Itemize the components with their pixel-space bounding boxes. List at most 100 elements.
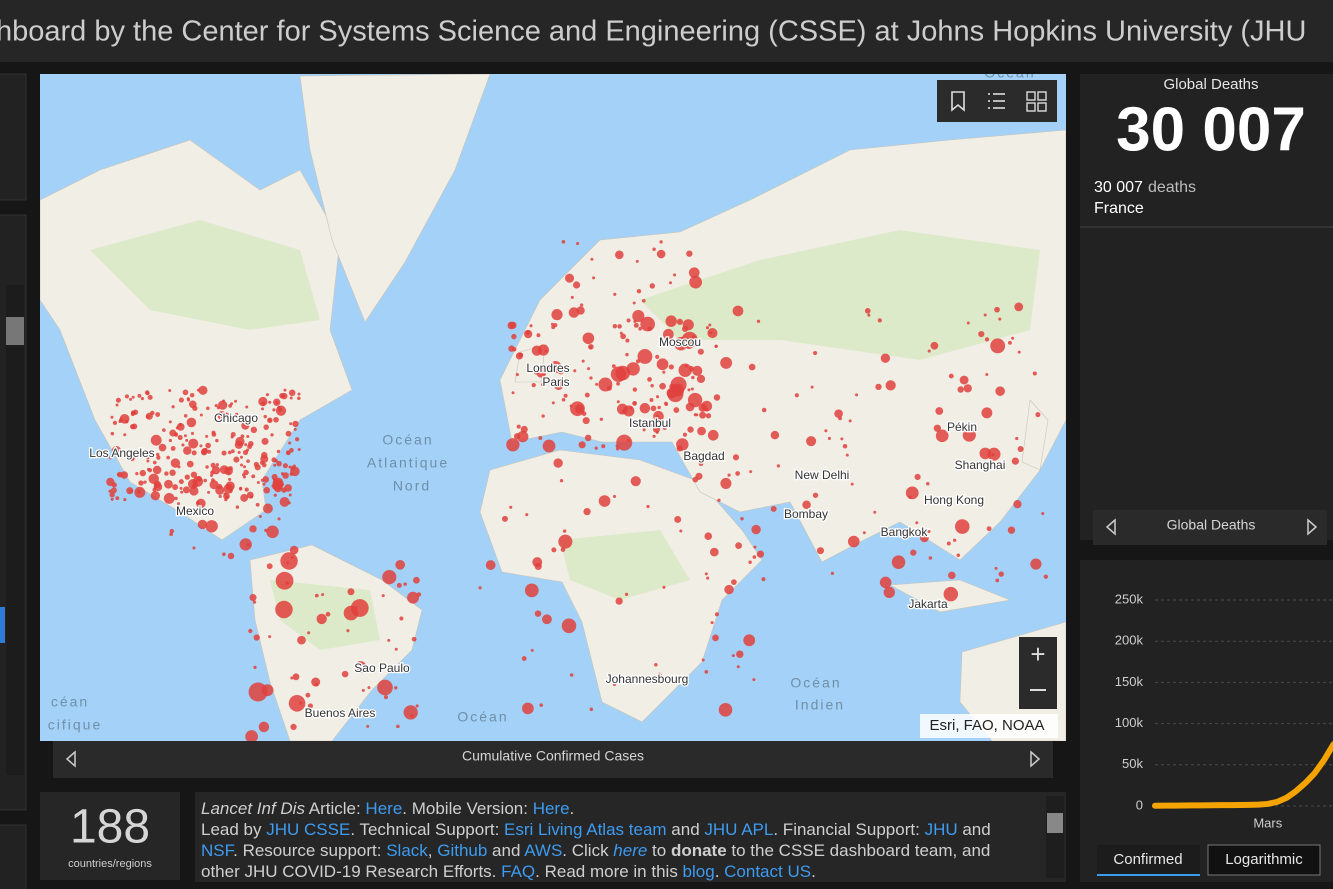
link[interactable]: blog xyxy=(682,862,715,881)
place-label: Hong Kong xyxy=(924,493,984,507)
case-dot xyxy=(140,397,144,401)
legend-button[interactable] xyxy=(988,93,1005,109)
case-dot xyxy=(959,375,969,385)
scrollbar xyxy=(1046,796,1064,878)
case-dot xyxy=(169,532,173,537)
case-dot xyxy=(656,249,666,259)
case-dot xyxy=(272,486,276,490)
case-dot xyxy=(541,383,545,387)
case-dot xyxy=(957,386,964,393)
case-dot xyxy=(110,415,114,419)
case-dot xyxy=(153,482,163,492)
case-dot xyxy=(218,494,222,498)
case-dot xyxy=(813,350,818,356)
basemap-button[interactable] xyxy=(1026,91,1047,112)
case-dot xyxy=(580,303,584,307)
case-dot xyxy=(933,424,941,432)
link[interactable]: AWS xyxy=(524,841,563,860)
case-dot xyxy=(572,281,581,289)
case-dot xyxy=(192,546,196,550)
case-dot xyxy=(740,517,744,521)
case-dot xyxy=(174,496,178,501)
tab-label[interactable]: Confirmed xyxy=(1113,851,1182,868)
case-dot xyxy=(845,453,849,457)
link[interactable]: here xyxy=(613,841,648,860)
case-dot xyxy=(707,429,719,441)
tab-label[interactable]: Logarithmic xyxy=(1225,851,1303,868)
case-dot xyxy=(531,383,536,388)
case-dot xyxy=(396,582,402,588)
link[interactable]: Github xyxy=(437,841,488,860)
place-label: Océan xyxy=(984,65,1035,81)
case-dot xyxy=(256,480,260,484)
case-dot xyxy=(827,436,832,441)
case-dot xyxy=(275,600,293,619)
case-dot xyxy=(684,364,689,368)
case-dot xyxy=(150,434,162,446)
line xyxy=(1152,741,1333,809)
case-dot xyxy=(110,497,114,501)
case-dot xyxy=(169,528,175,534)
case-dot xyxy=(279,496,290,507)
link[interactable]: Here xyxy=(532,799,570,818)
scroll-thumb[interactable] xyxy=(1047,813,1063,833)
link[interactable]: JHU xyxy=(924,820,958,839)
case-dot xyxy=(594,446,598,450)
case-dot xyxy=(662,585,666,589)
case-dot xyxy=(207,490,211,494)
case-dot xyxy=(182,486,190,494)
next-button[interactable] xyxy=(1307,518,1318,536)
text: and xyxy=(487,841,525,860)
case-dot xyxy=(732,454,740,461)
case-dot xyxy=(506,438,520,452)
case-dot xyxy=(239,463,243,467)
case-dot xyxy=(191,450,197,456)
link[interactable]: JHU CSSE xyxy=(266,820,351,839)
case-dot xyxy=(707,328,718,339)
case-dot xyxy=(674,515,682,523)
case-dot xyxy=(919,533,929,543)
case-dot xyxy=(615,365,631,381)
case-dot xyxy=(289,422,293,426)
case-dot xyxy=(626,318,631,323)
case-dot xyxy=(1011,336,1015,340)
tab[interactable] xyxy=(1097,845,1200,875)
case-dot xyxy=(1041,511,1045,516)
case-dot xyxy=(134,486,146,498)
case-dot xyxy=(177,435,183,441)
case-dot xyxy=(162,428,166,432)
next-button[interactable] xyxy=(1030,750,1041,768)
case-dot xyxy=(656,358,669,371)
x-tick-label: Mars xyxy=(1253,815,1282,830)
prev-button[interactable] xyxy=(65,750,76,768)
case-dot xyxy=(124,419,129,424)
case-dot xyxy=(156,455,161,460)
case-dot xyxy=(632,310,645,323)
case-dot xyxy=(235,412,239,416)
case-dot xyxy=(263,486,271,494)
zoom-in[interactable]: + xyxy=(1030,639,1045,669)
case-dot xyxy=(699,411,707,419)
bookmark-button[interactable] xyxy=(951,91,965,112)
link[interactable]: Slack xyxy=(386,841,428,860)
case-dot xyxy=(650,405,657,412)
case-dot xyxy=(635,259,639,263)
link[interactable]: JHU APL xyxy=(704,820,774,839)
case-dot xyxy=(518,352,524,358)
case-dot xyxy=(688,267,700,279)
case-dot xyxy=(186,397,190,401)
scroll-thumb[interactable] xyxy=(6,317,24,345)
case-dot xyxy=(290,723,297,731)
link[interactable]: Esri Living Atlas team xyxy=(504,820,667,839)
link[interactable]: NSF xyxy=(201,841,234,860)
case-dot xyxy=(131,412,135,417)
case-dot xyxy=(215,438,219,443)
prev-button[interactable] xyxy=(1105,518,1116,536)
link[interactable]: Contact US xyxy=(724,862,812,881)
case-dot xyxy=(751,524,761,535)
link[interactable]: Here xyxy=(365,799,403,818)
tab[interactable] xyxy=(1207,844,1321,876)
link[interactable]: FAQ xyxy=(501,862,536,881)
case-dot xyxy=(285,450,291,456)
